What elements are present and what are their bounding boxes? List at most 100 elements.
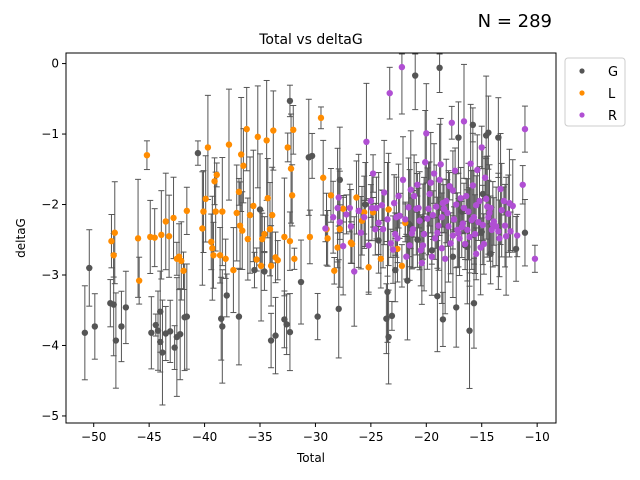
data-point-R — [384, 216, 391, 223]
data-point-L — [246, 211, 254, 219]
data-point-R — [406, 242, 413, 249]
data-point-G — [118, 323, 125, 330]
y-tick-label: −2 — [41, 198, 59, 212]
data-point-R — [425, 205, 432, 212]
data-point-L — [263, 137, 270, 144]
data-point-G — [428, 247, 436, 254]
data-point-L — [257, 262, 265, 270]
data-point-L — [199, 225, 206, 232]
y-tick-label: −3 — [41, 268, 59, 282]
data-point-L — [165, 233, 173, 240]
data-point-L — [239, 227, 246, 234]
legend-marker-L — [579, 90, 585, 96]
data-point-G — [335, 305, 342, 313]
data-point-L — [281, 233, 288, 241]
data-point-R — [410, 192, 418, 200]
data-point-R — [387, 240, 395, 247]
data-point-R — [424, 215, 431, 222]
data-point-R — [335, 194, 342, 201]
data-point-L — [290, 126, 297, 134]
data-point-R — [405, 204, 412, 211]
data-point-R — [336, 218, 344, 226]
data-point-R — [375, 219, 382, 227]
data-point-G — [272, 332, 279, 339]
data-point-L — [264, 194, 271, 202]
data-point-R — [398, 63, 406, 71]
data-point-G — [414, 236, 421, 243]
data-point-G — [314, 313, 321, 320]
data-point-R — [487, 204, 494, 212]
chart-title: Total vs deltaG — [258, 32, 362, 48]
data-point-L — [110, 252, 117, 259]
data-point-L — [135, 277, 143, 284]
data-point-R — [445, 223, 452, 230]
data-point-G — [485, 129, 492, 136]
data-point-L — [334, 244, 341, 251]
data-point-R — [448, 119, 455, 126]
data-point-L — [286, 237, 294, 245]
data-point-R — [456, 235, 463, 242]
data-point-L — [306, 233, 314, 241]
data-point-L — [324, 235, 331, 242]
data-point-R — [437, 161, 444, 168]
data-point-L — [143, 151, 151, 159]
data-point-G — [86, 264, 93, 272]
data-point-G — [392, 266, 399, 274]
data-point-R — [428, 253, 436, 260]
data-point-G — [495, 134, 502, 141]
x-axis-label: Total — [296, 451, 325, 465]
x-tick-label: −40 — [192, 430, 217, 444]
data-point-R — [519, 181, 526, 188]
legend: GLR — [564, 57, 626, 127]
data-point-R — [361, 214, 368, 221]
data-point-R — [449, 187, 457, 194]
data-point-G — [466, 327, 473, 334]
data-point-R — [399, 176, 407, 184]
data-point-R — [471, 230, 479, 238]
data-point-R — [418, 259, 426, 267]
data-point-R — [463, 192, 470, 200]
data-point-R — [500, 197, 508, 205]
data-point-L — [183, 207, 191, 215]
data-point-G — [122, 304, 130, 311]
data-point-L — [151, 234, 158, 241]
data-point-R — [322, 225, 329, 232]
data-point-R — [513, 232, 521, 239]
data-point-G — [384, 288, 391, 296]
data-point-R — [421, 159, 429, 166]
data-point-G — [362, 201, 369, 208]
data-point-G — [110, 301, 117, 308]
data-point-R — [395, 192, 402, 200]
data-point-G — [521, 229, 529, 236]
data-point-R — [457, 194, 464, 202]
data-point-R — [465, 208, 472, 215]
data-point-L — [225, 141, 233, 148]
x-tick-label: −50 — [81, 430, 106, 444]
data-point-G — [308, 152, 316, 160]
data-point-L — [250, 202, 257, 210]
y-tick-label: −4 — [41, 338, 59, 352]
data-point-R — [347, 223, 355, 230]
data-point-R — [441, 255, 449, 262]
data-point-R — [355, 207, 362, 215]
data-point-R — [489, 221, 497, 228]
data-point-L — [209, 245, 216, 252]
x-tick-label: −45 — [136, 430, 161, 444]
data-point-G — [449, 253, 457, 260]
data-point-L — [243, 125, 250, 133]
data-point-R — [501, 222, 509, 229]
data-point-L — [233, 209, 240, 217]
data-point-R — [469, 182, 477, 189]
data-point-G — [157, 308, 164, 315]
data-point-R — [476, 197, 483, 205]
data-point-R — [436, 176, 443, 184]
legend-marker-R — [579, 112, 585, 118]
data-point-R — [433, 203, 440, 210]
data-point-R — [368, 204, 376, 212]
data-point-R — [373, 204, 380, 212]
data-point-G — [235, 313, 243, 320]
data-point-L — [216, 252, 224, 259]
data-point-R — [480, 240, 488, 248]
data-point-G — [383, 315, 390, 322]
data-point-G — [455, 134, 462, 141]
